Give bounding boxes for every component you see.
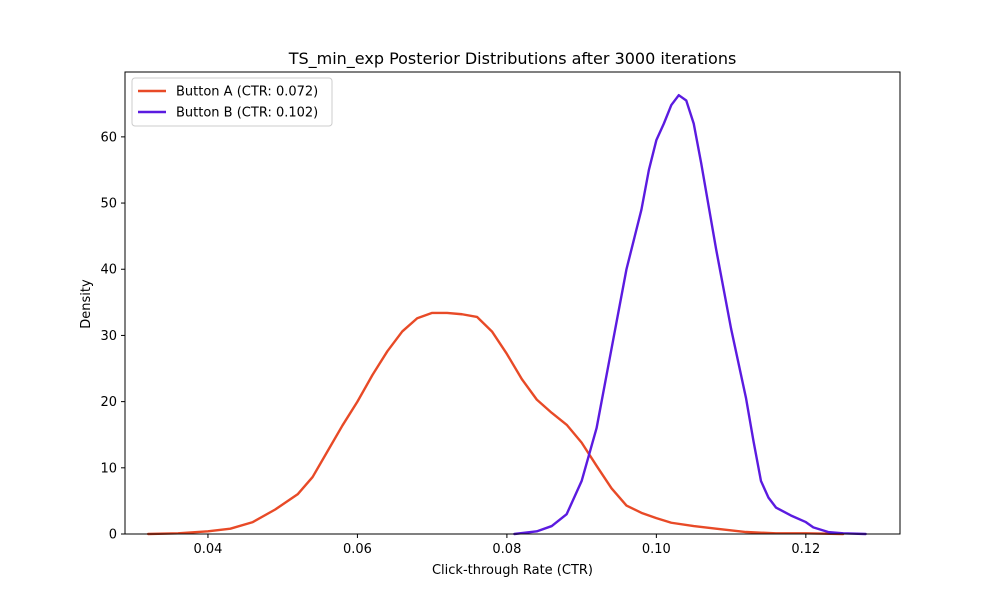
plot-area — [146, 93, 867, 536]
legend-box — [131, 77, 333, 127]
chart-title: TS_min_exp Posterior Distributions after… — [288, 49, 737, 69]
y-axis-label: Density — [79, 279, 94, 329]
x-tick-label: 0.06 — [343, 542, 372, 557]
y-tick-label: 0 — [109, 528, 117, 543]
x-tick-label: 0.12 — [791, 542, 820, 557]
y-tick-label: 30 — [100, 329, 117, 344]
legend-label-0: Button A (CTR: 0.072) — [176, 85, 318, 100]
y-tick-label: 10 — [100, 461, 117, 476]
y-tick-label: 60 — [100, 130, 117, 145]
series-line-1 — [513, 93, 867, 536]
series-line-0 — [146, 311, 845, 536]
x-tick-label: 0.04 — [193, 542, 222, 557]
axes: 0.04 0.06 0.08 0.10 0.12 0 10 20 30 40 50 60 — [100, 71, 901, 557]
legend-label-1: Button B (CTR: 0.102) — [176, 106, 318, 121]
x-tick-label: 0.10 — [642, 542, 671, 557]
y-tick-label: 40 — [100, 263, 117, 278]
legend: Button A (CTR: 0.072) Button B (CTR: 0.10… — [131, 77, 333, 127]
y-tick-label: 50 — [100, 197, 117, 212]
x-tick-label: 0.08 — [492, 542, 521, 557]
y-tick-label: 20 — [100, 395, 117, 410]
x-axis-label: Click-through Rate (CTR) — [432, 563, 593, 578]
plot-frame — [124, 71, 901, 535]
